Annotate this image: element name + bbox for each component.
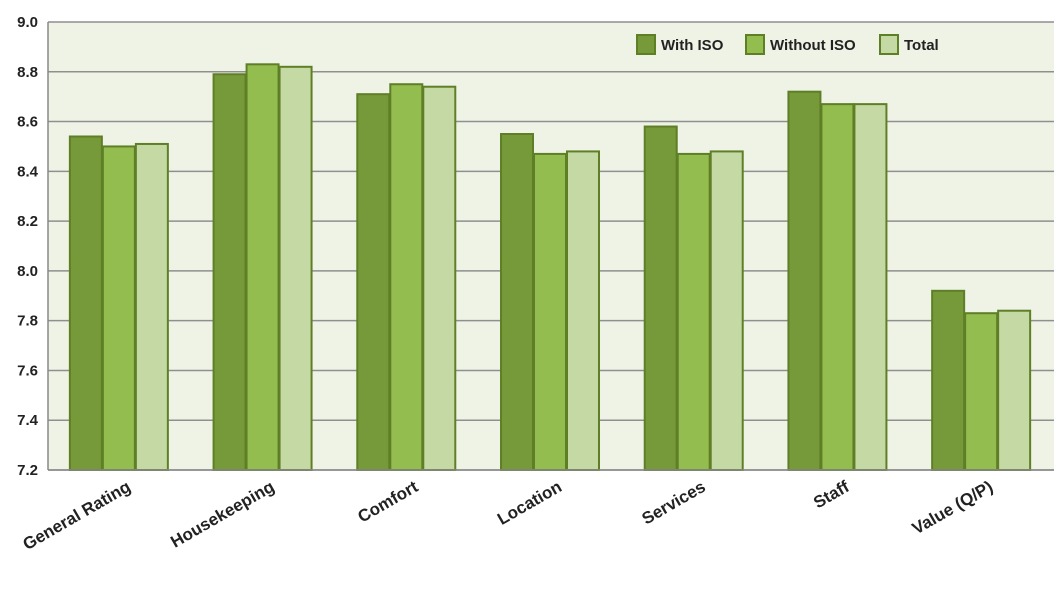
bar-with-iso-comfort	[356, 93, 391, 472]
legend-swatch	[636, 34, 656, 55]
bar-total-housekeeping	[278, 65, 313, 472]
bar-total-location	[566, 150, 600, 472]
y-tick-label: 7.2	[17, 462, 38, 479]
y-tick-label: 8.2	[17, 213, 38, 230]
bar-with-iso-staff	[787, 90, 822, 471]
legend: With ISO Without ISO Total	[636, 34, 939, 55]
bar-with-iso-housekeeping	[212, 73, 247, 472]
bar-without-iso-location	[533, 152, 567, 472]
bar-total-value-q-p-	[997, 309, 1032, 472]
legend-swatch	[745, 34, 765, 55]
y-tick-label: 9.0	[17, 14, 38, 31]
x-category-label: Location	[494, 477, 565, 529]
y-axis-ticks: 7.2 7.4 7.6 7.8 8.0 8.2 8.4 8.6 8.8 9.0	[17, 14, 39, 479]
bars	[68, 63, 1032, 472]
x-category-label: General Rating	[20, 477, 134, 554]
x-category-label: Comfort	[355, 477, 422, 527]
bar-without-iso-general-rating	[101, 145, 136, 471]
bar-without-iso-services	[676, 152, 711, 472]
bar-with-iso-services	[643, 125, 678, 472]
x-axis-labels: General Rating Housekeeping Comfort Locatio…	[20, 477, 997, 554]
legend-label: With ISO	[661, 37, 724, 54]
x-category-label: Value (Q/P)	[909, 477, 996, 538]
bar-without-iso-comfort	[389, 83, 424, 471]
bar-with-iso-value-q-p-	[931, 289, 966, 471]
y-tick-label: 7.6	[17, 362, 38, 379]
bar-total-general-rating	[134, 142, 169, 471]
y-tick-label: 8.4	[17, 163, 39, 180]
bar-total-comfort	[422, 85, 457, 471]
bar-without-iso-housekeeping	[245, 63, 280, 472]
x-category-label: Staff	[810, 477, 853, 513]
bar-with-iso-general-rating	[68, 135, 103, 471]
bar-with-iso-location	[500, 133, 534, 471]
y-tick-label: 8.6	[17, 114, 38, 131]
legend-label: Without ISO	[770, 37, 856, 54]
x-category-label: Services	[639, 477, 709, 528]
x-category-label: Housekeeping	[167, 477, 277, 552]
bar-total-staff	[853, 103, 888, 471]
bar-total-services	[709, 150, 744, 472]
legend-label: Total	[904, 37, 939, 54]
y-tick-label: 8.8	[17, 64, 38, 81]
bar-without-iso-staff	[820, 103, 855, 471]
bar-without-iso-value-q-p-	[964, 312, 999, 472]
y-tick-label: 7.4	[17, 412, 39, 429]
legend-swatch	[879, 34, 899, 55]
y-tick-label: 8.0	[17, 263, 38, 280]
y-tick-label: 7.8	[17, 313, 38, 330]
